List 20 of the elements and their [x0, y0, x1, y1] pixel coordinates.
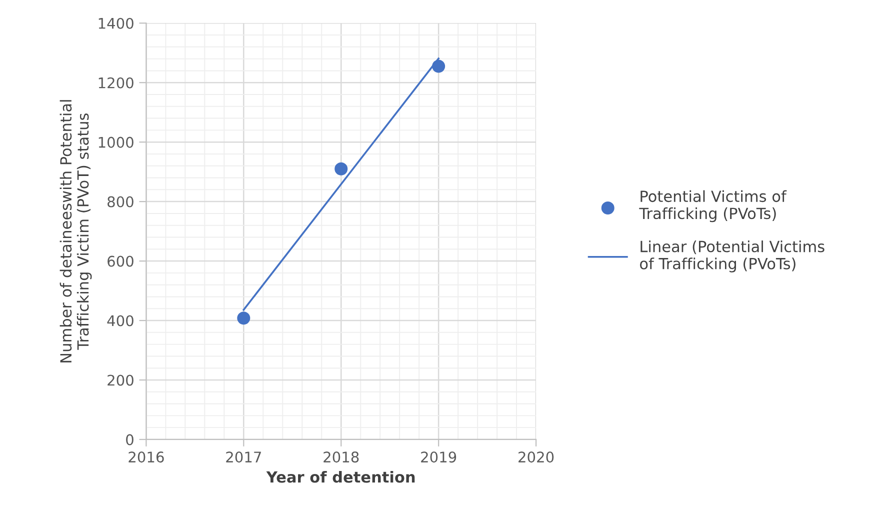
y-tick-label: 800 — [108, 196, 134, 208]
point — [432, 60, 446, 73]
x-tick-label: 2018 — [324, 452, 359, 463]
y-tick-label: 200 — [108, 374, 134, 386]
x-tick-label: 2020 — [518, 452, 554, 463]
x-axis-title: Year of detention — [266, 470, 415, 483]
y-tick-label: 1400 — [98, 18, 134, 29]
legend-label: Linear (Potential Victims of Trafficking (PVoTs) — [640, 240, 824, 272]
y-tick-label: 400 — [107, 315, 134, 326]
y-tick-label: 600 — [108, 256, 134, 267]
x-tick-label: 2017 — [226, 452, 261, 463]
y-axis-title: Number of detaineeswith Potential Trafficking Victim (PVoT) status — [60, 100, 92, 362]
legend-label: Potential Victims of Trafficking (PVoTs) — [639, 190, 787, 222]
y-tick-label: 1200 — [98, 77, 134, 88]
x-tick-label: 2016 — [128, 452, 164, 463]
y-tick-label: 0 — [126, 434, 134, 446]
point — [334, 162, 348, 176]
point — [237, 312, 250, 325]
y-tick-label: 1000 — [98, 136, 134, 148]
x-tick-label: 2019 — [421, 452, 456, 463]
